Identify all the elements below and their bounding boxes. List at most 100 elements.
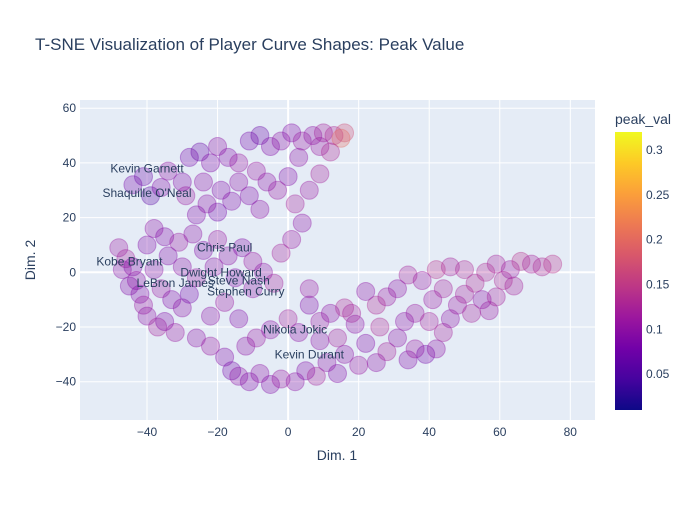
colorbar-tick-label: 0.3 (646, 143, 663, 157)
data-point (215, 292, 235, 312)
data-point (282, 123, 302, 143)
data-point (433, 279, 453, 299)
data-point (250, 199, 270, 219)
colorbar-tick-label: 0.1 (646, 322, 663, 336)
data-point (190, 142, 210, 162)
data-point (292, 131, 312, 151)
x-tick-label: −20 (207, 425, 228, 439)
data-point (208, 136, 228, 156)
data-point (193, 240, 213, 260)
data-point (222, 361, 242, 381)
data-point (299, 279, 319, 299)
data-point (155, 312, 175, 332)
y-tick-label: 0 (69, 265, 76, 279)
data-point (282, 229, 302, 249)
y-axis-title: Dim. 2 (22, 240, 38, 281)
data-point (201, 153, 221, 173)
data-point (151, 279, 171, 299)
y-tick-label: −20 (56, 320, 77, 334)
data-point (186, 328, 206, 348)
colorbar-tick-label: 0.15 (646, 277, 670, 291)
data-point (310, 331, 330, 351)
player-label: Stephen Curry (207, 284, 284, 298)
player-label: Kevin Durant (275, 347, 345, 361)
data-point (246, 161, 266, 181)
data-point (271, 369, 291, 389)
data-point (476, 262, 496, 282)
data-point (218, 147, 238, 167)
y-tick-label: 20 (63, 211, 77, 225)
data-point (211, 180, 231, 200)
data-point (299, 180, 319, 200)
data-point (543, 254, 563, 274)
data-point (179, 147, 199, 167)
data-point (299, 295, 319, 315)
colorbar: peak_val 0.05 0.1 0.15 0.2 0.25 0.3 (615, 111, 671, 410)
data-point (278, 309, 298, 329)
player-label: Chris Paul (197, 241, 252, 255)
data-point (472, 290, 492, 310)
data-point (493, 271, 513, 291)
data-point (377, 342, 397, 362)
data-point (246, 328, 266, 348)
data-point (405, 339, 425, 359)
data-point (412, 271, 432, 291)
data-point (112, 260, 132, 280)
data-point (193, 172, 213, 192)
data-point (366, 353, 386, 373)
data-point (349, 355, 369, 375)
data-point (447, 295, 467, 315)
data-point (440, 309, 460, 329)
data-point (405, 303, 425, 323)
data-point (486, 254, 506, 274)
data-point (186, 268, 206, 288)
data-point (158, 161, 178, 181)
data-point (236, 336, 256, 356)
data-point (285, 194, 305, 214)
data-point (296, 361, 316, 381)
data-point (186, 205, 206, 225)
data-point (328, 364, 347, 384)
data-point (377, 287, 397, 307)
data-point (479, 301, 499, 321)
data-point (116, 249, 136, 269)
data-point (119, 276, 139, 296)
data-point (320, 142, 340, 162)
data-point (133, 295, 153, 315)
player-label: Kevin Garnett (110, 161, 184, 175)
x-tick-label: 20 (352, 425, 366, 439)
data-point (320, 303, 340, 323)
data-point (454, 260, 474, 280)
data-point (260, 374, 280, 394)
y-axis-ticks: −40 −20 0 20 40 60 (56, 101, 77, 389)
data-point (225, 268, 245, 288)
x-tick-label: 40 (423, 425, 437, 439)
y-tick-label: 60 (63, 101, 77, 115)
data-point (268, 180, 288, 200)
data-point (426, 260, 446, 280)
data-point (162, 290, 182, 310)
data-point (310, 136, 330, 156)
data-point (151, 178, 171, 198)
data-point (126, 271, 146, 291)
y-tick-label: −40 (56, 375, 77, 389)
data-point (310, 164, 330, 184)
chart-title: T-SNE Visualization of Player Curve Shap… (35, 35, 464, 54)
data-point (356, 333, 376, 353)
data-point (292, 213, 312, 233)
data-point (250, 126, 270, 146)
data-point (155, 227, 175, 247)
data-point (324, 126, 344, 146)
data-point (158, 246, 178, 266)
player-label: Nikola Jokic (263, 323, 327, 337)
x-axis-ticks: −40 −20 0 20 40 60 80 (137, 425, 577, 439)
data-point (426, 339, 446, 359)
data-point (465, 273, 485, 293)
x-tick-label: −40 (137, 425, 158, 439)
data-point (130, 284, 150, 304)
y-gridlines (80, 107, 595, 383)
data-point (144, 260, 164, 280)
player-label: Steve Nash (208, 274, 270, 288)
data-point (144, 219, 164, 239)
data-point (395, 312, 415, 332)
